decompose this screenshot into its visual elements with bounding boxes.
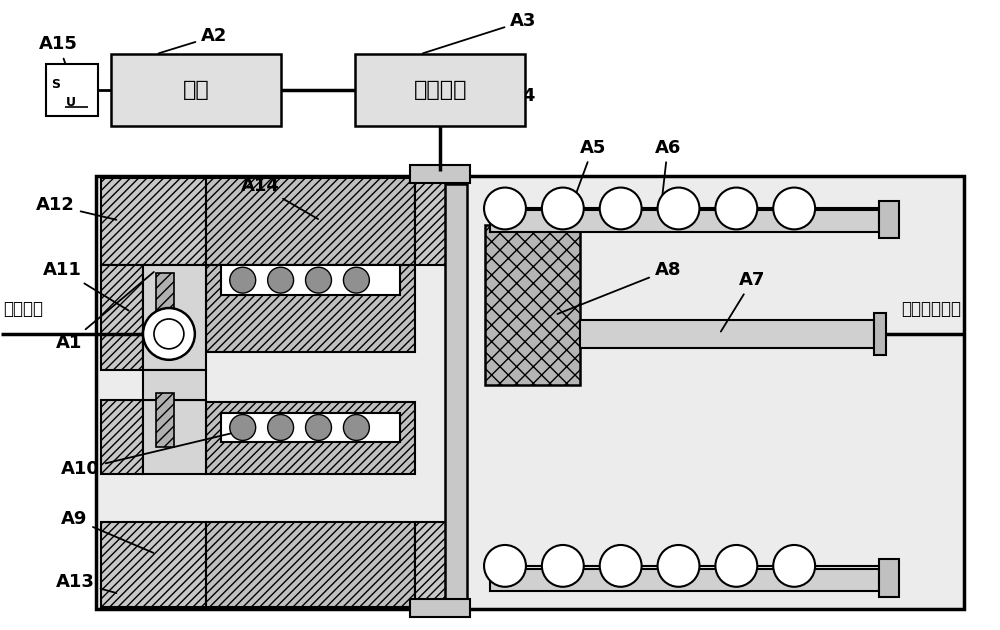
Bar <box>580 320 874 348</box>
Circle shape <box>600 188 642 229</box>
Circle shape <box>230 415 256 440</box>
Circle shape <box>658 545 699 587</box>
Circle shape <box>658 188 699 229</box>
Bar <box>490 569 879 591</box>
Bar <box>143 370 206 399</box>
Circle shape <box>343 267 369 293</box>
Bar <box>206 178 415 265</box>
Text: A5: A5 <box>571 139 606 208</box>
Circle shape <box>154 319 184 349</box>
Bar <box>143 399 206 474</box>
Bar <box>101 522 206 607</box>
Bar <box>96 176 964 609</box>
Text: 主缸活塞推杆: 主缸活塞推杆 <box>901 300 961 318</box>
Circle shape <box>306 267 331 293</box>
Text: A12: A12 <box>36 197 116 220</box>
Circle shape <box>484 545 526 587</box>
Text: A13: A13 <box>56 573 116 593</box>
Bar <box>879 559 899 597</box>
Text: A3: A3 <box>423 12 536 54</box>
Bar <box>355 54 525 126</box>
Bar <box>221 413 400 442</box>
Circle shape <box>542 545 584 587</box>
Circle shape <box>268 267 294 293</box>
Bar <box>415 178 465 265</box>
Text: U: U <box>66 96 76 110</box>
Bar <box>156 392 174 447</box>
Text: A7: A7 <box>721 271 766 331</box>
Text: A8: A8 <box>557 261 681 314</box>
Text: 踏板推杆: 踏板推杆 <box>3 300 43 318</box>
Text: A10: A10 <box>61 428 253 478</box>
Circle shape <box>306 415 331 440</box>
Bar <box>445 183 467 607</box>
Text: A14: A14 <box>241 176 318 219</box>
Bar <box>206 522 415 607</box>
Bar <box>221 265 400 295</box>
Bar <box>111 54 281 126</box>
Circle shape <box>773 188 815 229</box>
Text: A2: A2 <box>159 27 227 54</box>
Bar <box>879 200 899 238</box>
Text: 传动机构: 传动机构 <box>413 80 467 100</box>
Circle shape <box>343 415 369 440</box>
Text: A4: A4 <box>458 87 536 125</box>
Text: A15: A15 <box>39 35 78 81</box>
Bar <box>410 164 470 183</box>
Circle shape <box>230 267 256 293</box>
Circle shape <box>715 188 757 229</box>
Text: S: S <box>51 77 60 91</box>
Text: A9: A9 <box>61 510 153 553</box>
Bar <box>485 226 580 385</box>
Text: 电机: 电机 <box>182 80 209 100</box>
Circle shape <box>542 188 584 229</box>
Text: A11: A11 <box>43 261 129 311</box>
Bar <box>410 598 470 617</box>
Bar <box>415 522 465 607</box>
Text: A6: A6 <box>655 139 681 217</box>
Circle shape <box>484 188 526 229</box>
Circle shape <box>715 545 757 587</box>
Circle shape <box>773 545 815 587</box>
Bar <box>874 313 886 355</box>
Bar <box>101 178 206 265</box>
Circle shape <box>143 308 195 360</box>
Circle shape <box>600 545 642 587</box>
Bar <box>101 265 143 370</box>
Bar <box>490 210 879 232</box>
Text: A1: A1 <box>56 272 154 352</box>
Bar <box>156 273 174 328</box>
Circle shape <box>268 415 294 440</box>
Bar <box>206 265 415 352</box>
Bar <box>46 64 98 116</box>
Bar <box>101 399 143 474</box>
Bar <box>143 265 206 370</box>
Bar <box>206 401 415 474</box>
